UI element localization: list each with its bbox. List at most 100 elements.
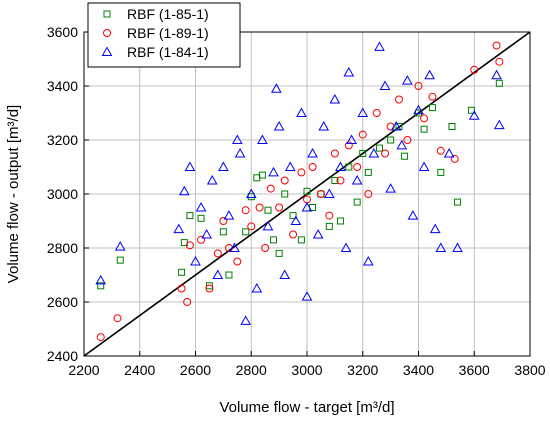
x-tick-label: 3400: [403, 362, 434, 378]
circle-point: [436, 146, 445, 155]
square-point: [495, 79, 503, 87]
square-point: [437, 168, 445, 176]
legend-label: RBF (1-89-1): [127, 25, 209, 41]
circle-point: [403, 136, 412, 144]
x-tick-label: 2200: [68, 362, 99, 378]
circle-point: [353, 163, 362, 171]
square-point: [186, 212, 194, 220]
triangle-point: [245, 188, 257, 198]
circle-point: [381, 149, 390, 158]
triangle-point: [362, 255, 374, 266]
triangle-point: [270, 83, 282, 93]
circle-point: [428, 92, 437, 101]
circle-point: [316, 190, 325, 198]
square-point: [242, 228, 250, 236]
triangle-point: [368, 147, 380, 158]
square-point: [197, 214, 205, 222]
triangle-point: [351, 174, 363, 185]
square-point: [420, 125, 428, 133]
triangle-point: [418, 161, 430, 171]
legend-item: RBF (1-84-1): [101, 44, 209, 60]
square-point: [325, 222, 333, 230]
triangle-point: [429, 223, 441, 234]
circle-point: [261, 244, 270, 252]
triangle-point: [335, 161, 346, 171]
triangle-point: [201, 228, 213, 239]
circle-point: [96, 333, 105, 342]
triangle-point: [407, 210, 419, 220]
square-point: [289, 212, 297, 220]
triangle-point: [190, 255, 201, 266]
triangle-point: [212, 269, 224, 279]
circle-point: [364, 190, 373, 198]
circle-point: [386, 122, 395, 131]
triangle-point: [452, 242, 463, 252]
legend-label: RBF (1-85-1): [127, 6, 209, 22]
circle-point: [420, 114, 429, 123]
square-point: [467, 106, 475, 114]
triangle-point: [279, 269, 291, 279]
triangle-point: [173, 223, 185, 234]
y-tick-label: 2800: [47, 240, 78, 256]
x-tick-label: 3600: [459, 362, 490, 378]
triangle-point: [234, 147, 246, 158]
triangle-point: [296, 107, 307, 117]
y-tick-label: 3000: [47, 186, 78, 202]
triangle-point: [251, 282, 263, 293]
square-point: [219, 228, 227, 236]
circle-point: [336, 176, 345, 185]
square-point: [247, 193, 255, 201]
square-point: [225, 271, 233, 279]
y-tick-label: 3600: [47, 24, 78, 40]
series-triangle: [95, 41, 505, 325]
circle-point: [308, 163, 317, 171]
triangle-point: [268, 166, 279, 177]
legend-box: [87, 2, 241, 68]
circle-point: [255, 203, 264, 212]
grid-lines: [84, 32, 530, 356]
x-axis-ticks: 2200 2400 2600 2800 3000 3200 3400 3600 3800: [68, 351, 546, 378]
triangle-point: [178, 185, 190, 196]
square-point: [303, 187, 311, 195]
legend-item: RBF (1-85-1): [103, 6, 209, 22]
square-point: [454, 198, 462, 206]
series-circle: [96, 41, 504, 342]
triangle-point: [257, 134, 268, 144]
y-tick-label: 2400: [47, 348, 78, 364]
circle-point: [266, 184, 275, 193]
square-point: [359, 150, 367, 157]
circle-point: [233, 257, 242, 266]
x-tick-label: 3200: [347, 362, 378, 378]
triangle-point: [401, 75, 413, 85]
triangle-point: [312, 228, 324, 239]
triangle-point: [374, 41, 385, 51]
triangle-point: [329, 93, 341, 104]
triangle-point: [284, 161, 296, 171]
x-tick-label: 2800: [236, 362, 267, 378]
triangle-point: [323, 188, 335, 198]
square-point: [448, 123, 456, 130]
triangle-point: [184, 161, 196, 171]
y-axis-title: Volume flow - output [m³/d]: [5, 105, 22, 283]
square-point: [387, 136, 395, 144]
triangle-point: [240, 315, 252, 325]
triangle-point: [318, 120, 330, 131]
circle-point: [495, 57, 504, 66]
legend-label: RBF (1-84-1): [127, 44, 209, 60]
square-point: [345, 163, 353, 171]
data-points: [95, 41, 505, 342]
square-point: [178, 268, 186, 276]
triangle-point: [443, 147, 455, 158]
square-point: [97, 282, 105, 290]
triangle-point: [413, 104, 424, 115]
circle-point: [372, 109, 381, 117]
circle-point: [241, 206, 250, 215]
x-tick-label: 2600: [180, 362, 211, 378]
square-point: [353, 198, 361, 206]
triangle-point: [206, 174, 218, 185]
square-point: [297, 236, 305, 244]
square-point: [415, 109, 422, 117]
legend: RBF (1-85-1) RBF (1-89-1) RBF (1-84-1): [87, 2, 241, 68]
square-point: [428, 104, 436, 112]
square-point: [336, 217, 344, 225]
